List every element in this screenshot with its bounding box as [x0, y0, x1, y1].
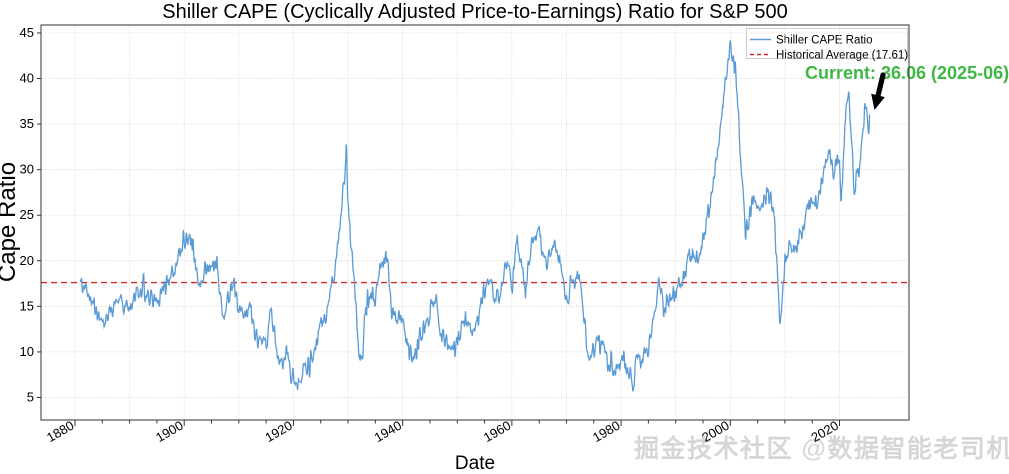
svg-text:1980: 1980 — [590, 418, 623, 445]
svg-text:1920: 1920 — [262, 418, 295, 445]
svg-text:45: 45 — [20, 25, 34, 40]
svg-text:2020: 2020 — [808, 418, 841, 445]
svg-text:30: 30 — [20, 162, 34, 177]
svg-text:20: 20 — [20, 253, 34, 268]
svg-text:25: 25 — [20, 207, 34, 222]
svg-text:1940: 1940 — [372, 418, 405, 445]
svg-text:10: 10 — [20, 344, 34, 359]
svg-text:35: 35 — [20, 116, 34, 131]
svg-text:15: 15 — [20, 298, 34, 313]
svg-text:1900: 1900 — [153, 418, 186, 445]
svg-text:40: 40 — [20, 71, 34, 86]
svg-text:1960: 1960 — [481, 418, 514, 445]
svg-text:2000: 2000 — [699, 418, 732, 445]
svg-text:1880: 1880 — [44, 418, 77, 445]
svg-text:5: 5 — [27, 389, 34, 404]
